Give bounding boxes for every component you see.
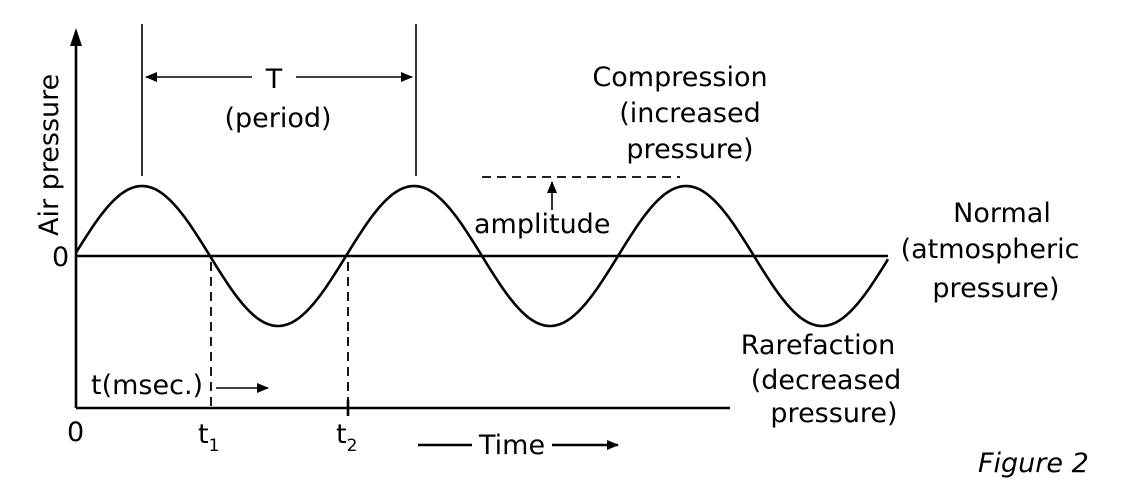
t1-label: t1 [198, 419, 219, 456]
pressure-wave [74, 184, 890, 328]
y-origin-label: 0 [52, 242, 69, 273]
normal-label-line3: pressure) [932, 273, 1059, 304]
period-caption: (period) [224, 103, 331, 134]
compression-label-line3: pressure) [626, 134, 753, 165]
compression-label-line1: Compression [592, 62, 767, 93]
compression-label-line2: (increased [619, 98, 760, 129]
figure-caption: Figure 2 [978, 448, 1089, 479]
t-msec-label: t(msec.) [91, 370, 203, 401]
y-axis-label: Air pressure [34, 74, 65, 236]
time-label: Time [478, 430, 545, 461]
period-symbol: T [265, 64, 283, 95]
rarefaction-label-line2: (decreased [751, 365, 902, 396]
rarefaction-label-line3: pressure) [770, 398, 897, 429]
amplitude-label: amplitude [474, 209, 610, 240]
y-axis-arrow [70, 28, 82, 46]
t2-label: t2 [336, 419, 357, 456]
rarefaction-label-line1: Rarefaction [741, 330, 895, 361]
normal-label-line2: (atmospheric [901, 234, 1080, 265]
x-origin-label: 0 [67, 417, 84, 448]
normal-label-line1: Normal [953, 198, 1051, 229]
